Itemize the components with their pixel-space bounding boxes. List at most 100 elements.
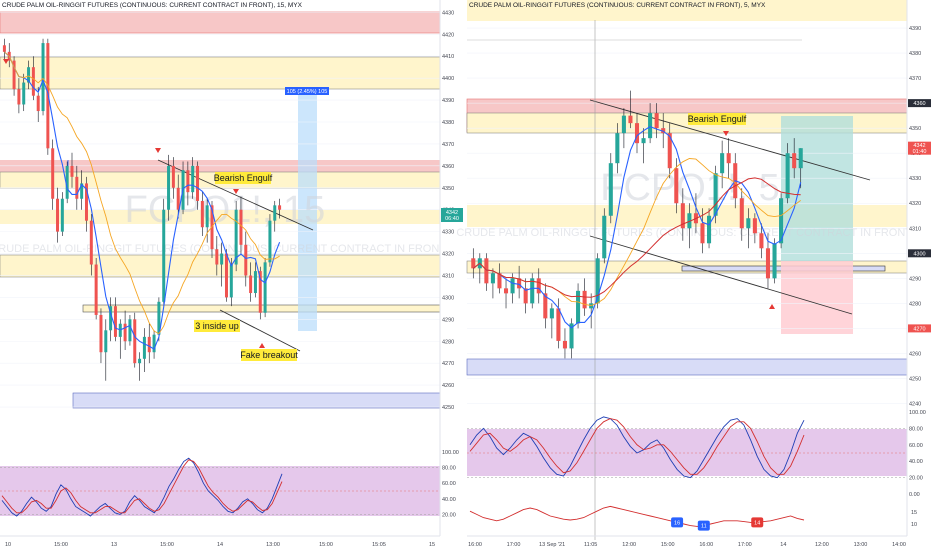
left-candle-body	[147, 336, 151, 353]
left-measure-zone	[298, 95, 317, 331]
left-candle-body	[191, 165, 195, 193]
right-rsi-pane: 16 11 14	[469, 505, 805, 531]
right-candle-body	[517, 278, 522, 289]
right-osc-tick-label: 80.00	[909, 426, 923, 432]
right-candle-body	[746, 218, 751, 229]
left-resistance-zone	[0, 11, 441, 34]
right-candle-body	[687, 213, 692, 229]
left-candle-body	[51, 148, 55, 199]
left-arrow-down-2	[233, 189, 239, 194]
left-candle-body	[65, 165, 69, 199]
right-trendlines	[467, 20, 871, 540]
right-candle-body	[752, 218, 757, 234]
left-price-tick-label: 4380	[442, 120, 454, 126]
left-gridlines	[0, 12, 440, 408]
right-moving-averages	[472, 125, 802, 329]
left-candle-body	[253, 271, 257, 294]
right-price-tick-label: 4280	[909, 301, 921, 307]
right-stoch-k-line	[469, 416, 805, 479]
left-candle-body	[60, 198, 64, 232]
left-osc-tick-label: 40.00	[442, 497, 456, 503]
right-time-tick-label: 15:00	[661, 542, 675, 548]
right-time-tick-label: 13 Sep '21	[539, 542, 565, 548]
left-candle-body	[239, 209, 243, 245]
right-time-tick-label: 17:00	[738, 542, 752, 548]
left-watermark-symbol: FCPO1!, 15	[125, 189, 326, 231]
right-candle-body	[720, 153, 725, 174]
right-candle-body	[510, 278, 515, 294]
left-support-zone	[72, 392, 441, 409]
left-candle-body	[89, 220, 93, 265]
left-time-axis[interactable]: 10 15:00 13 15:00 14 13:00 15:00 15:05 15	[0, 535, 440, 548]
left-price-axis[interactable]: 4250426042704280429043004310432043304340…	[439, 0, 464, 536]
right-candle-body	[556, 308, 561, 341]
left-candle-body	[104, 330, 108, 353]
left-candle-body	[157, 301, 161, 335]
right-candle-body	[602, 215, 607, 259]
right-price-tag-bg	[908, 99, 931, 108]
right-price-axis[interactable]: 4240 4250 4260 4270 4280 4290 4300 4310 4320 4330…	[906, 0, 932, 536]
right-target-zone	[781, 116, 853, 261]
right-price-tick-label: 4330	[909, 176, 921, 182]
right-candle-body	[549, 308, 554, 319]
right-price-tick-label: 4390	[909, 26, 921, 32]
right-candle-body	[772, 243, 777, 279]
left-inside-up-label: 3 inside up	[195, 321, 239, 331]
left-price-tick-label: 4310	[442, 273, 454, 279]
right-watermark-symbol: FCPO1!, 5	[600, 167, 780, 209]
left-candle-body	[22, 82, 26, 105]
left-demand-zone	[0, 254, 441, 278]
left-candle-body	[229, 264, 233, 298]
left-last-price-tag	[441, 208, 463, 222]
right-rsi-tick-label: 10	[911, 522, 917, 528]
right-price-tag-label: 4360	[913, 101, 925, 107]
right-candle-body	[713, 173, 718, 216]
right-price-tick-label: 4290	[909, 276, 921, 282]
right-candle-body	[759, 233, 764, 249]
right-fast-ma-line	[472, 125, 802, 329]
right-candle-body	[785, 153, 790, 199]
left-candle-body	[99, 314, 103, 353]
left-price-ticks: 4250426042704280429043004310432043304340…	[442, 10, 454, 411]
left-candle-body	[138, 358, 142, 364]
left-bearish-engulf-label: Bearish Engulf	[214, 173, 273, 183]
right-time-tick-label: 12:00	[622, 542, 636, 548]
right-chart-title: CRUDE PALM OIL-RINGGIT FUTURES (CONTINUO…	[469, 2, 766, 9]
right-top-zone	[467, 0, 907, 21]
left-candle-body	[113, 306, 117, 337]
left-chart-pane[interactable]: FCPO1!, 15 CRUDE PALM OIL-RINGGIT FUTURE…	[0, 2, 450, 517]
left-candle-body	[224, 253, 228, 298]
left-candle-body	[263, 262, 267, 313]
right-channel-lower	[589, 235, 853, 315]
left-candle-body	[70, 165, 74, 177]
right-time-axis[interactable]: 16:00 17:00 13 Sep '21 11:05 12:00 15:00 16:00…	[467, 535, 907, 548]
left-arrow-down-0	[3, 59, 9, 64]
left-last-price-time: 06:40	[445, 216, 459, 222]
left-candle-body	[75, 176, 79, 199]
left-channel-lower	[219, 309, 301, 352]
left-time-tick-label: 15:05	[372, 542, 386, 548]
left-price-tick-label: 4430	[442, 10, 454, 16]
left-candle-body	[162, 209, 166, 302]
left-price-tick-label: 4400	[442, 76, 454, 82]
right-time-tick-label: 11:05	[584, 542, 597, 548]
right-osc-tick-label: 60.00	[909, 443, 923, 449]
right-candle-body	[654, 113, 659, 129]
right-candle-body	[484, 258, 489, 284]
left-price-tick-label: 4350	[442, 186, 454, 192]
left-candle-body	[167, 165, 171, 210]
left-price-tick-label: 4270	[442, 361, 454, 367]
right-chart-pane[interactable]: FCPO1!, 5 CRUDE PALM OIL-RINGGIT FUTURES…	[456, 0, 916, 540]
left-price-tick-label: 4420	[442, 32, 454, 38]
left-candle-body	[249, 275, 253, 294]
right-price-tag-bg	[908, 141, 931, 155]
left-candle-body	[258, 271, 262, 313]
left-price-tick-label: 4390	[442, 98, 454, 104]
left-candle-body	[36, 95, 40, 112]
left-candle-body	[12, 60, 16, 90]
left-osc-tick-label: 60.00	[442, 481, 456, 487]
right-candle-body	[582, 290, 587, 309]
left-candle-body	[31, 67, 35, 96]
right-candle-body	[569, 323, 574, 349]
